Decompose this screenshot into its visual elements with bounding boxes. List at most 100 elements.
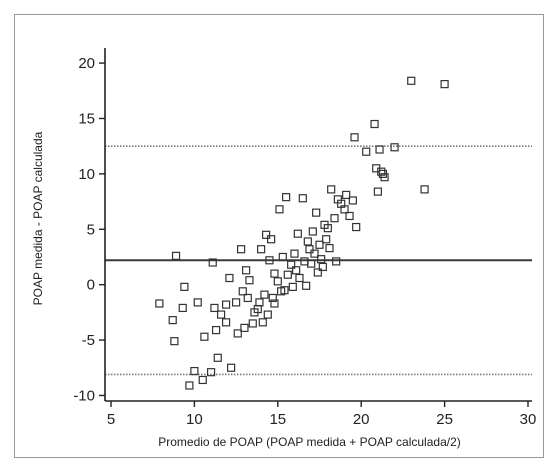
data-point [313, 268, 322, 277]
data-point [407, 76, 416, 85]
data-point [216, 310, 226, 319]
data-point [317, 255, 326, 264]
data-point [288, 282, 297, 291]
data-point [362, 147, 371, 156]
data-point [325, 244, 334, 253]
data-point [293, 229, 302, 238]
data-point [283, 270, 292, 279]
data-point [280, 286, 289, 295]
data-point [352, 222, 361, 232]
data-point [290, 249, 299, 258]
data-point [323, 224, 332, 233]
reference-lines [105, 145, 532, 376]
data-point [180, 282, 189, 291]
data-point [208, 258, 217, 267]
data-point [330, 214, 339, 223]
data-point [420, 185, 429, 194]
data-point [278, 252, 287, 262]
x-tick-label: 15 [269, 411, 286, 428]
y-tick-label: 20 [78, 55, 95, 72]
data-point [193, 298, 202, 307]
data-point [380, 173, 389, 182]
data-point [342, 190, 351, 200]
data-point [322, 235, 331, 244]
y-tick-label: 15 [78, 110, 95, 127]
data-point [308, 227, 317, 236]
y-tick-label: -5 [82, 332, 95, 349]
data-point [273, 277, 282, 286]
y-tick-label: -10 [73, 387, 95, 404]
data-point [275, 205, 284, 214]
y-tick-label: 5 [87, 221, 95, 238]
data-point [210, 303, 219, 313]
data-point [295, 273, 304, 283]
data-point [155, 299, 164, 308]
data-point [310, 249, 319, 258]
data-point [190, 366, 199, 376]
data-point [267, 235, 276, 244]
data-point [375, 145, 384, 154]
data-point [268, 293, 277, 303]
data-point [332, 257, 341, 266]
data-point [255, 298, 264, 307]
data-point [350, 133, 359, 142]
data-point [232, 298, 241, 307]
data-point [240, 323, 249, 332]
data-point [300, 257, 309, 266]
data-point [307, 259, 316, 268]
data-point [440, 80, 449, 89]
data-point [206, 368, 216, 377]
y-axis-ticks: -10 -5 0 5 10 15 20 [73, 55, 105, 404]
data-point [213, 353, 222, 362]
data-point [221, 300, 231, 309]
data-point [340, 205, 349, 214]
data-point [221, 318, 231, 327]
data-point [257, 245, 266, 254]
data-point [243, 293, 252, 303]
data-point [282, 193, 291, 202]
data-point [170, 337, 179, 346]
data-point [348, 196, 357, 205]
data-point [312, 208, 321, 217]
x-tick-label: 30 [520, 411, 537, 428]
data-point [198, 375, 207, 385]
data-point [270, 299, 279, 308]
data-point [168, 316, 177, 325]
data-point [302, 281, 311, 290]
x-tick-label: 5 [107, 411, 115, 428]
data-point [370, 119, 379, 129]
data-point [245, 276, 254, 285]
x-tick-label: 20 [353, 411, 370, 428]
data-point [237, 245, 246, 254]
data-point [270, 269, 279, 278]
data-point [238, 287, 247, 296]
data-point [287, 260, 296, 269]
y-tick-label: 0 [87, 277, 95, 294]
data-point [265, 256, 274, 265]
data-point [178, 303, 187, 313]
data-point [373, 187, 382, 196]
data-point [226, 363, 236, 372]
chart-frame [14, 14, 544, 458]
x-tick-label: 25 [436, 411, 453, 428]
y-axis-title: POAP medida - POAP calculada [31, 131, 45, 305]
data-point [171, 251, 181, 260]
data-point [298, 194, 307, 203]
data-point [263, 310, 272, 319]
data-point [185, 381, 194, 390]
x-axis-ticks: 5 10 15 20 25 30 [107, 401, 537, 428]
data-point [303, 237, 312, 246]
data-point [345, 211, 354, 221]
data-points [155, 76, 449, 390]
data-point [390, 143, 399, 152]
data-point [262, 230, 271, 239]
data-point [200, 332, 209, 341]
data-point [260, 290, 269, 299]
data-point [211, 325, 221, 335]
x-tick-label: 10 [186, 411, 203, 428]
x-axis-title: Promedio de POAP (POAP medida + POAP cal… [158, 435, 461, 449]
data-point [242, 266, 251, 275]
axes [104, 48, 532, 402]
data-point [258, 318, 267, 327]
